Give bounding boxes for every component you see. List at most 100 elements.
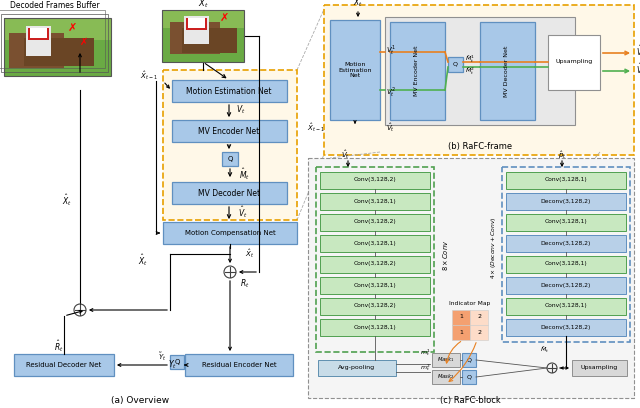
Bar (320, 193, 430, 210)
Bar (222, 152, 238, 166)
Text: $\hat{X}_t$: $\hat{X}_t$ (245, 248, 254, 260)
Text: $\hat{p}_t$: $\hat{p}_t$ (557, 149, 566, 161)
Text: $\hat{M}_t$: $\hat{M}_t$ (540, 345, 550, 355)
Bar (4, 18, 111, 76)
Text: $\hat{M}_t^2$: $\hat{M}_t^2$ (465, 65, 475, 77)
Bar (320, 319, 430, 336)
Text: 2: 2 (477, 315, 481, 319)
Bar (320, 256, 430, 273)
Text: Conv(3,128,2): Conv(3,128,2) (354, 177, 396, 182)
Bar (318, 360, 396, 376)
Text: Indicator Map: Indicator Map (449, 302, 491, 306)
Text: Q: Q (467, 357, 472, 362)
Bar (308, 158, 634, 398)
Text: Avg-pooling: Avg-pooling (339, 366, 376, 370)
Bar (330, 20, 380, 120)
Bar (162, 10, 244, 62)
Text: Deconv(3,128,2): Deconv(3,128,2) (541, 240, 591, 246)
Bar (506, 235, 626, 252)
Bar (185, 354, 293, 376)
Text: ✗: ✗ (67, 23, 77, 33)
Bar (390, 22, 445, 120)
Text: Conv(3,128,1): Conv(3,128,1) (354, 240, 396, 246)
Bar (170, 22, 220, 54)
Bar (506, 193, 626, 210)
Text: Conv(3,128,2): Conv(3,128,2) (354, 304, 396, 308)
Text: 1: 1 (459, 330, 463, 335)
Bar (506, 277, 626, 294)
Bar (188, 18, 205, 28)
Text: (c) RaFC-block: (c) RaFC-block (440, 395, 500, 404)
Text: $8\times Conv$: $8\times Conv$ (442, 239, 451, 271)
Bar (14, 354, 114, 376)
Bar (448, 57, 463, 72)
Bar (162, 10, 244, 62)
Bar (170, 355, 184, 369)
Text: $Mask_1$: $Mask_1$ (437, 355, 455, 364)
Text: Q: Q (467, 375, 472, 379)
Text: Residual Encoder Net: Residual Encoder Net (202, 362, 276, 368)
Text: 1: 1 (459, 315, 463, 319)
Text: $\hat{V}_t$: $\hat{V}_t$ (238, 204, 248, 220)
Text: Decoded Frames Buffer: Decoded Frames Buffer (10, 2, 100, 11)
Text: $V_t^1$: $V_t^1$ (386, 43, 396, 57)
Text: $X_t$: $X_t$ (353, 0, 363, 9)
Text: $Mask_2$: $Mask_2$ (437, 373, 455, 381)
Text: $\tilde{Y}_t$: $\tilde{Y}_t$ (157, 351, 166, 363)
Bar (385, 17, 575, 125)
Text: Q: Q (174, 359, 180, 365)
Text: Upsampling: Upsampling (556, 60, 593, 64)
Text: $R_t$: $R_t$ (240, 278, 250, 290)
Bar (432, 353, 460, 367)
Bar (28, 28, 49, 40)
Text: $\hat{M}_t$: $\hat{M}_t$ (239, 166, 250, 182)
Bar (184, 16, 209, 44)
Bar (480, 22, 535, 120)
Bar (4, 18, 111, 76)
Text: $\hat{V}_t$: $\hat{V}_t$ (340, 149, 349, 161)
Text: Deconv(3,128,2): Deconv(3,128,2) (541, 199, 591, 204)
Bar (452, 325, 470, 340)
Bar (432, 370, 460, 384)
Bar (172, 182, 287, 204)
Bar (26, 26, 51, 56)
Bar (186, 18, 207, 30)
Bar (470, 310, 488, 325)
Text: MV Decoder Net: MV Decoder Net (504, 45, 509, 97)
Bar (462, 370, 476, 384)
Text: Q: Q (452, 62, 458, 67)
Bar (163, 70, 297, 220)
Bar (24, 38, 94, 66)
Text: $\hat{M}_t^1$: $\hat{M}_t^1$ (465, 53, 475, 64)
Bar (462, 353, 476, 367)
Text: Motion Compensation Net: Motion Compensation Net (184, 230, 275, 236)
Bar (4, 18, 111, 40)
Bar (320, 172, 430, 189)
Bar (548, 35, 600, 90)
Text: $\hat{V}_t^1$: $\hat{V}_t^1$ (636, 44, 640, 60)
Text: Deconv(3,128,2): Deconv(3,128,2) (541, 282, 591, 288)
Text: $\hat{X}_{t-1}$: $\hat{X}_{t-1}$ (140, 70, 158, 82)
Text: $\hat{X}_t$: $\hat{X}_t$ (62, 192, 72, 208)
Text: Motion
Estimation
Net: Motion Estimation Net (339, 62, 372, 78)
Text: MV Encoder Net: MV Encoder Net (198, 126, 260, 135)
Bar (506, 214, 626, 231)
Bar (320, 214, 430, 231)
Text: Upsampling: Upsampling (580, 366, 618, 370)
Text: ✗: ✗ (220, 13, 228, 23)
Text: 2: 2 (477, 330, 481, 335)
Bar (506, 256, 626, 273)
Text: Conv(3,128,1): Conv(3,128,1) (354, 199, 396, 204)
Text: $m_t^2$: $m_t^2$ (420, 363, 431, 373)
Text: $Y_t$: $Y_t$ (168, 359, 177, 371)
Text: Conv(3,128,1): Conv(3,128,1) (545, 220, 588, 224)
Bar (182, 28, 237, 53)
Text: Motion Estimation Net: Motion Estimation Net (186, 86, 272, 95)
Bar (162, 10, 244, 28)
Bar (324, 5, 634, 155)
Bar (572, 360, 627, 376)
Text: Conv(3,128,1): Conv(3,128,1) (545, 177, 588, 182)
Bar (506, 298, 626, 315)
Text: Q: Q (227, 156, 233, 162)
Text: Conv(3,128,1): Conv(3,128,1) (354, 324, 396, 330)
